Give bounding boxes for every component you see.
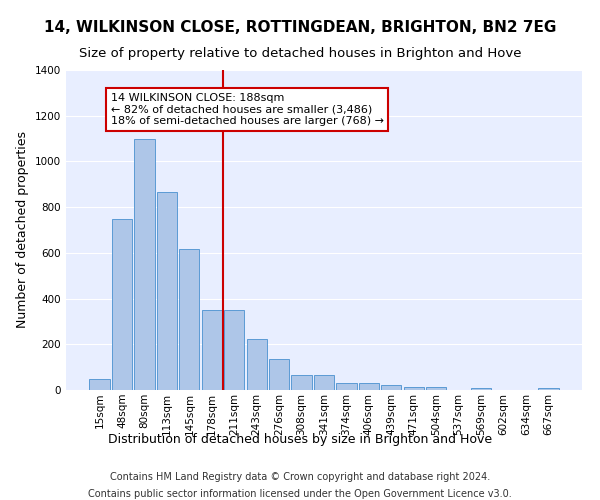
Text: 14 WILKINSON CLOSE: 188sqm
← 82% of detached houses are smaller (3,486)
18% of s: 14 WILKINSON CLOSE: 188sqm ← 82% of deta… bbox=[111, 93, 384, 126]
Bar bbox=[359, 383, 379, 390]
Bar bbox=[404, 386, 424, 390]
Bar bbox=[134, 138, 155, 390]
Text: Distribution of detached houses by size in Brighton and Hove: Distribution of detached houses by size … bbox=[108, 432, 492, 446]
Text: Contains HM Land Registry data © Crown copyright and database right 2024.: Contains HM Land Registry data © Crown c… bbox=[110, 472, 490, 482]
Bar bbox=[224, 310, 244, 390]
Bar bbox=[157, 192, 177, 390]
Bar bbox=[247, 338, 267, 390]
Y-axis label: Number of detached properties: Number of detached properties bbox=[16, 132, 29, 328]
Bar bbox=[202, 310, 222, 390]
Bar bbox=[179, 250, 199, 390]
Text: 14, WILKINSON CLOSE, ROTTINGDEAN, BRIGHTON, BN2 7EG: 14, WILKINSON CLOSE, ROTTINGDEAN, BRIGHT… bbox=[44, 20, 556, 35]
Bar bbox=[112, 218, 132, 390]
Bar bbox=[269, 359, 289, 390]
Bar bbox=[292, 375, 311, 390]
Bar bbox=[314, 375, 334, 390]
Bar bbox=[538, 388, 559, 390]
Bar bbox=[426, 386, 446, 390]
Text: Size of property relative to detached houses in Brighton and Hove: Size of property relative to detached ho… bbox=[79, 48, 521, 60]
Bar bbox=[89, 378, 110, 390]
Bar bbox=[471, 388, 491, 390]
Bar bbox=[337, 383, 356, 390]
Bar bbox=[381, 386, 401, 390]
Text: Contains public sector information licensed under the Open Government Licence v3: Contains public sector information licen… bbox=[88, 489, 512, 499]
